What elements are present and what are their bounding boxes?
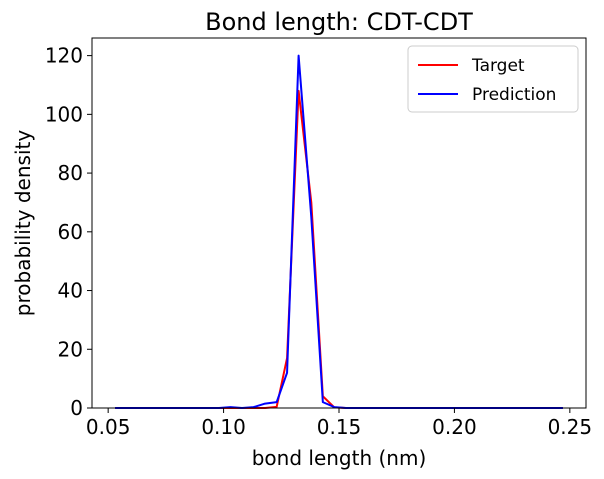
legend-label-prediction: Prediction [472,85,556,105]
series-line-target [115,89,563,409]
legend-box [407,45,579,113]
x-tick-label: 0.10 [201,415,246,439]
y-tick-label: 40 [58,279,83,303]
y-tick-label: 120 [45,44,83,68]
x-tick-label: 0.15 [317,415,362,439]
x-tick-label: 0.05 [86,415,131,439]
y-axis-ticks: 0 20 40 60 80 100 120 [45,44,92,420]
x-tick-label: 0.20 [432,415,477,439]
y-tick-label: 100 [45,102,83,126]
x-axis-ticks: 0.05 0.10 0.15 0.20 0.25 [86,408,592,439]
chart-title: Bond length: CDT-CDT [205,8,473,36]
legend: Target Prediction [407,45,579,113]
y-tick-label: 60 [58,220,83,244]
x-tick-label: 0.25 [548,415,593,439]
y-tick-label: 0 [70,396,83,420]
y-tick-label: 20 [58,337,83,361]
x-axis-label: bond length (nm) [252,446,427,470]
y-axis-label: probability density [11,130,35,317]
y-tick-label: 80 [58,161,83,185]
legend-label-target: Target [471,56,525,76]
